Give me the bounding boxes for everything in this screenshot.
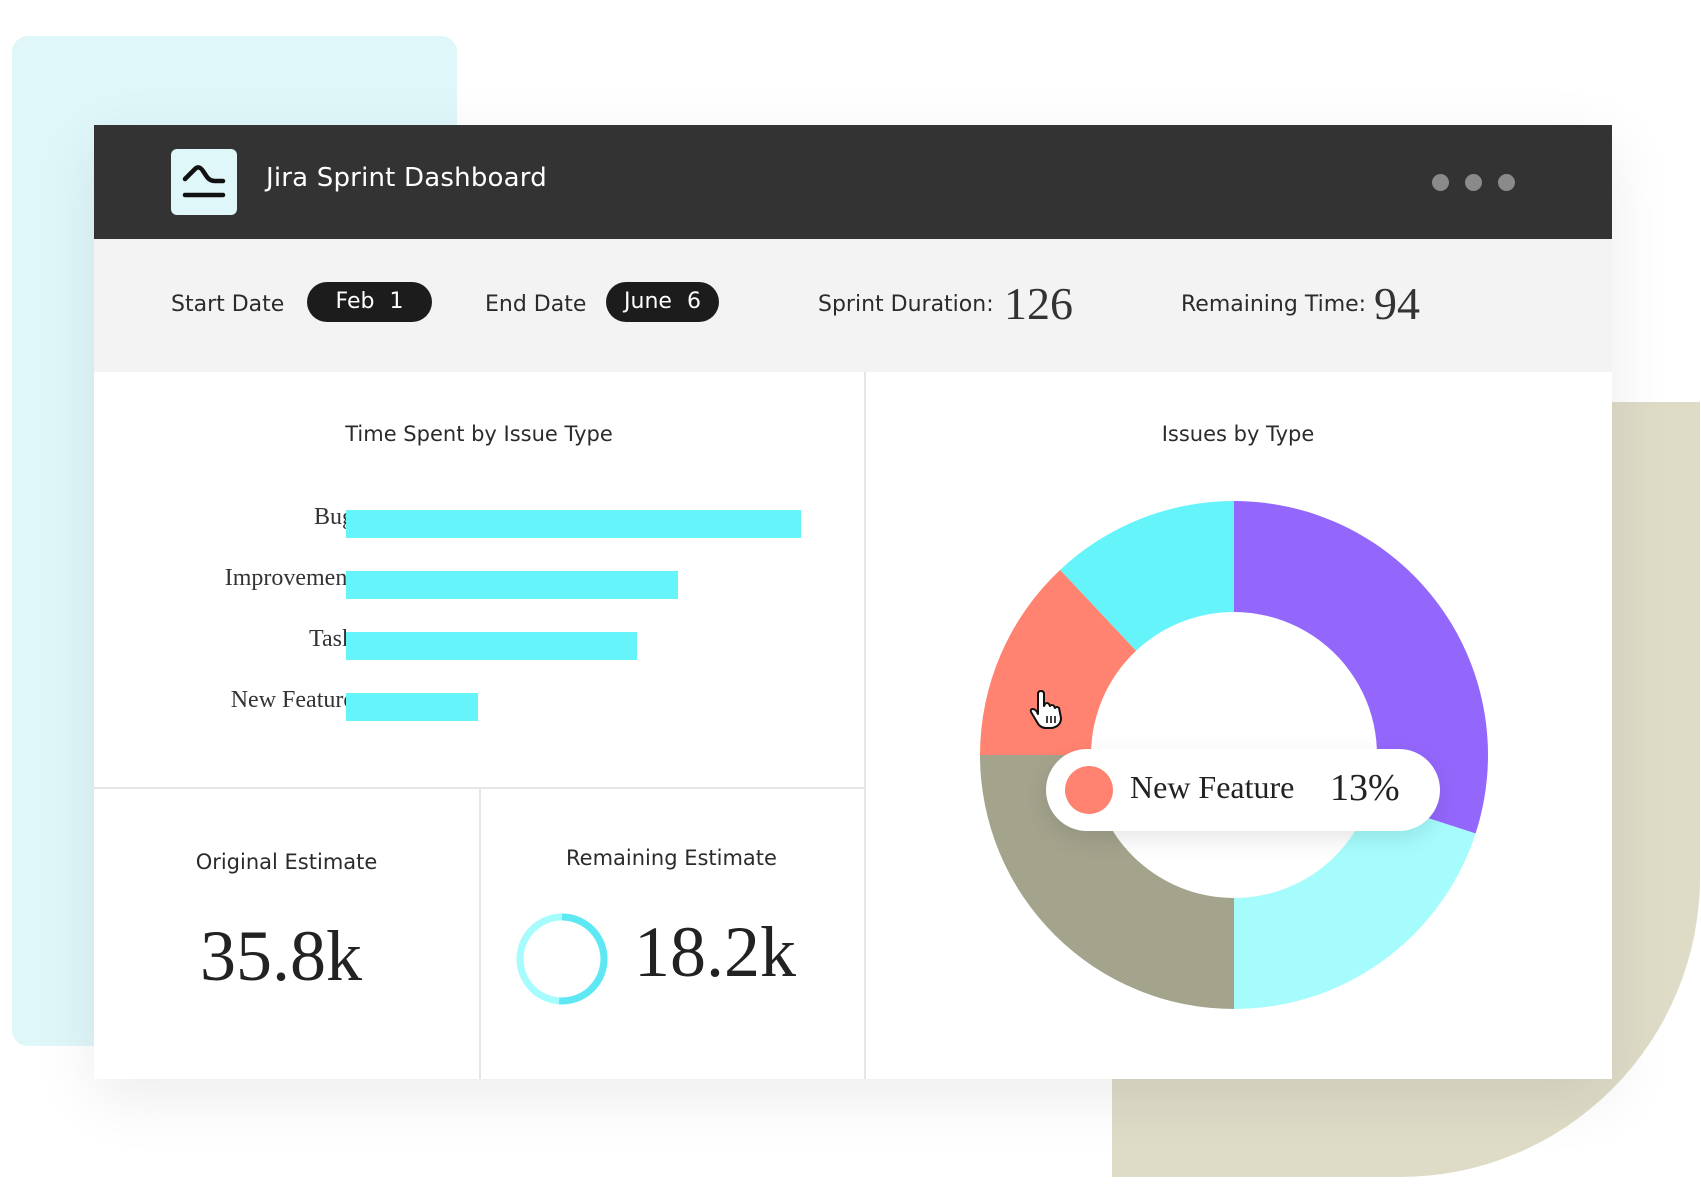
sprint-duration-label: Sprint Duration: [818, 292, 994, 317]
end-date-label: End Date [485, 292, 587, 317]
remaining-time-label: Remaining Time: [1181, 292, 1367, 317]
end-date-picker[interactable]: June 6 [606, 282, 719, 322]
bar-improvement[interactable] [346, 571, 679, 599]
date-bar: Start Date Feb 1 End Date June 6 Sprint … [94, 239, 1612, 372]
dot-icon [1498, 174, 1515, 191]
window-menu-button[interactable] [1432, 174, 1515, 191]
bar-label-task: Task [309, 626, 354, 652]
bar-bug[interactable] [346, 510, 801, 538]
divider [864, 372, 866, 1079]
bar-label-new-feature: New Feature [230, 687, 354, 713]
progress-fill [516, 913, 608, 1005]
legend-swatch [1065, 766, 1113, 814]
remaining-estimate-progress-ring [516, 913, 608, 1005]
sprint-duration-value: 126 [1004, 278, 1073, 329]
donut-slice-segment-e[interactable] [1060, 501, 1234, 651]
bar-label-improvement: Improvement [224, 565, 354, 591]
original-estimate-value: 35.8k [200, 916, 362, 996]
app-title: Jira Sprint Dashboard [266, 163, 547, 193]
app-logo [171, 149, 237, 215]
dot-icon [1432, 174, 1449, 191]
start-date-picker[interactable]: Feb 1 [307, 282, 432, 322]
tooltip-value: 13% [1330, 767, 1400, 809]
dashboard-window: Jira Sprint Dashboard Start Date Feb 1 E… [94, 125, 1612, 1079]
divider [479, 787, 481, 1079]
issues-donut-chart [980, 501, 1488, 1009]
dot-icon [1465, 174, 1482, 191]
original-estimate-label: Original Estimate [195, 850, 378, 874]
start-date-label: Start Date [171, 292, 285, 317]
time-spent-title: Time Spent by Issue Type [345, 422, 613, 446]
chart-tooltip: New Feature 13% [1046, 749, 1440, 831]
bar-new-feature[interactable] [346, 693, 478, 721]
donut-slice-segment-a[interactable] [1234, 501, 1488, 834]
issues-by-type-title: Issues by Type [1161, 422, 1315, 446]
donut-slice-new-feature[interactable] [980, 569, 1137, 755]
hand-cursor-icon [1029, 690, 1062, 729]
remaining-estimate-label: Remaining Estimate [566, 846, 777, 870]
remaining-estimate-value: 18.2k [634, 912, 796, 992]
bar-task[interactable] [346, 632, 638, 660]
bar-label-bug: Bug [313, 504, 354, 530]
chart-line-icon [182, 165, 226, 198]
tooltip-label: New Feature [1130, 769, 1295, 805]
title-bar: Jira Sprint Dashboard [94, 125, 1612, 239]
donut-slice-segment-b[interactable] [1234, 799, 1476, 1009]
remaining-time-value: 94 [1374, 278, 1420, 329]
donut-slice-segment-c[interactable] [980, 755, 1234, 1009]
